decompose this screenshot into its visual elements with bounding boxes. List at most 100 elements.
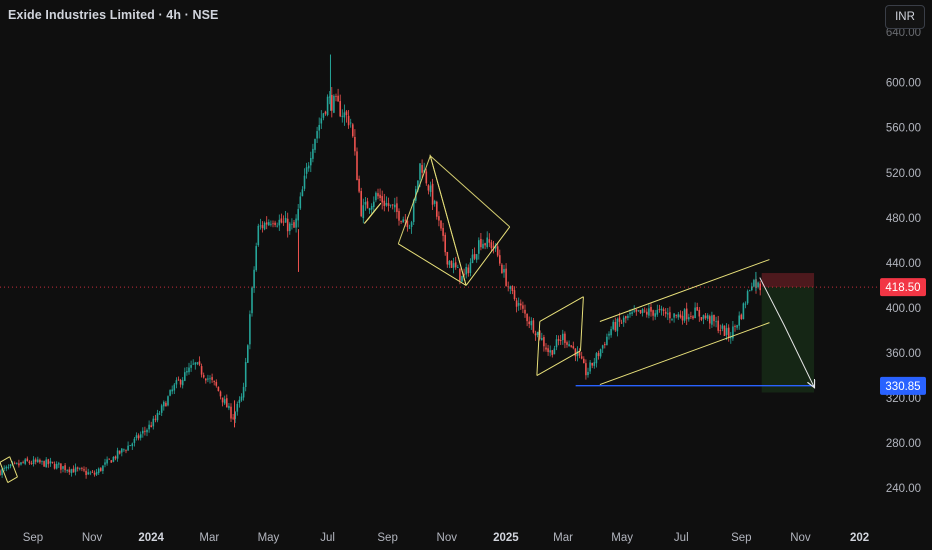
candle (236, 401, 239, 416)
profit-target-zone[interactable] (761, 287, 815, 393)
channel-drawing[interactable] (363, 202, 382, 224)
candle (606, 333, 608, 346)
candle (18, 459, 20, 468)
candle (410, 220, 413, 234)
candle (226, 394, 228, 408)
candle (490, 239, 493, 252)
candle (295, 214, 297, 233)
channel-drawing[interactable] (465, 226, 511, 286)
candle (723, 325, 726, 337)
candle (163, 400, 165, 411)
y-tick-label: 480.00 (886, 213, 921, 225)
candle (589, 360, 591, 375)
channel-drawing[interactable] (0, 456, 18, 484)
candle (446, 251, 449, 268)
candle (142, 427, 144, 438)
candle (9, 463, 12, 469)
y-tick-label: 640.00 (886, 27, 921, 39)
channel-drawing[interactable] (429, 154, 511, 286)
y-tick-label: 360.00 (886, 348, 921, 360)
candle (299, 192, 302, 210)
candle (360, 187, 362, 218)
candle (97, 467, 100, 475)
candle (200, 363, 203, 378)
candle (442, 222, 444, 242)
candle (106, 456, 108, 466)
candle (209, 375, 211, 384)
channel-drawing[interactable] (398, 243, 467, 286)
candle (95, 469, 98, 477)
stop-loss-zone[interactable] (761, 273, 815, 288)
candle (652, 309, 654, 321)
x-tick-label: Nov (437, 532, 458, 544)
candle (646, 308, 648, 318)
candle (110, 459, 113, 463)
candle (662, 307, 665, 316)
candle (253, 266, 255, 293)
candle (118, 450, 121, 455)
candle (5, 465, 8, 472)
candle (91, 469, 94, 473)
candle (228, 402, 230, 411)
candle (669, 306, 671, 324)
candle (702, 314, 705, 325)
candle (261, 221, 264, 233)
candle (270, 220, 272, 227)
candle (436, 200, 438, 220)
candle (3, 465, 5, 472)
candle (28, 460, 31, 465)
candle (679, 310, 682, 319)
candle (55, 461, 58, 470)
candle (599, 348, 602, 359)
candle (293, 220, 295, 228)
candle (574, 348, 577, 362)
candle (635, 308, 638, 316)
candle (593, 357, 596, 369)
candle (326, 94, 329, 117)
y-tick-label: 400.00 (886, 303, 921, 315)
candle (368, 207, 371, 214)
candle (268, 219, 270, 227)
candle (375, 191, 377, 203)
y-axis: 600.00 560.00 520.00 480.00 440.00 400.00 360.… (886, 27, 921, 495)
candle (717, 315, 719, 334)
candle (177, 376, 180, 381)
candle (196, 361, 199, 366)
candle (591, 362, 593, 369)
candle (719, 324, 722, 335)
candle (412, 198, 415, 226)
candle (580, 351, 583, 360)
candle (425, 168, 428, 186)
candle (370, 203, 373, 215)
y-tick-label: 240.00 (886, 483, 921, 495)
candle (24, 458, 26, 466)
projection-arrow[interactable] (759, 277, 814, 387)
candle (496, 242, 499, 258)
candle (654, 309, 656, 320)
candle (734, 324, 736, 332)
candle (444, 232, 446, 256)
candle (366, 197, 369, 209)
candle (551, 349, 554, 358)
candle (135, 432, 138, 441)
currency-button[interactable]: INR (885, 5, 925, 29)
candle (230, 403, 232, 422)
candle (60, 463, 62, 474)
candle (194, 361, 197, 370)
candle (541, 332, 543, 341)
candle (448, 260, 451, 269)
candle (748, 289, 751, 292)
channel-drawing[interactable] (599, 259, 770, 386)
candle (559, 334, 562, 345)
candle (7, 464, 10, 470)
candle (704, 312, 707, 320)
channel-drawing[interactable] (536, 296, 584, 376)
candle (131, 442, 134, 450)
candle (190, 360, 192, 372)
candle (312, 143, 314, 163)
candle (643, 307, 646, 313)
candles (0, 87, 761, 479)
candle (305, 162, 308, 179)
y-tick-label: 280.00 (886, 438, 921, 450)
